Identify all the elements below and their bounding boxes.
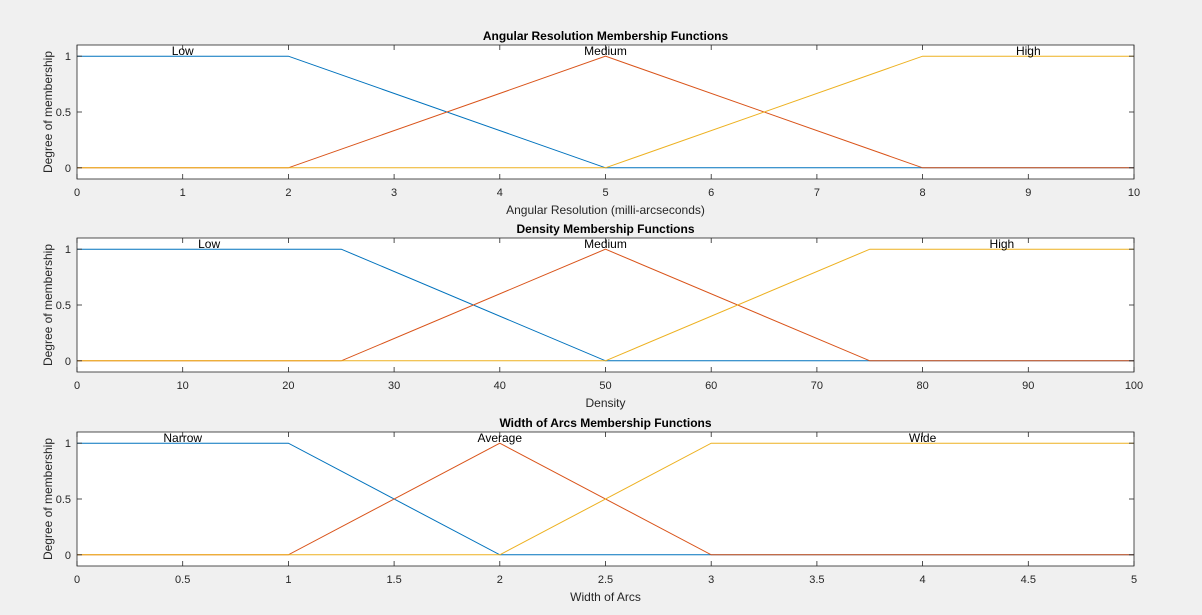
x-tick-label: 1 [285, 574, 291, 586]
x-tick-label: 3 [391, 187, 397, 199]
x-tick-label: 7 [814, 187, 820, 199]
chart-title: Angular Resolution Membership Functions [483, 29, 729, 43]
x-tick-label: 9 [1025, 187, 1031, 199]
y-tick-label: 1 [65, 244, 71, 256]
y-axis-label: Degree of membership [41, 51, 55, 173]
x-tick-label: 5 [1131, 574, 1137, 586]
x-tick-label: 20 [282, 380, 294, 392]
x-tick-label: 6 [708, 187, 714, 199]
x-tick-label: 0 [74, 574, 80, 586]
x-tick-label: 10 [177, 380, 189, 392]
mf-label-medium: Medium [584, 44, 627, 58]
y-axis-label: Degree of membership [41, 244, 55, 366]
y-tick-label: 0.5 [56, 494, 71, 506]
x-tick-label: 4.5 [1021, 574, 1036, 586]
x-tick-label: 0 [74, 187, 80, 199]
plot-area [77, 45, 1134, 179]
x-tick-label: 80 [916, 380, 928, 392]
x-tick-label: 5 [602, 187, 608, 199]
x-tick-label: 10 [1128, 187, 1140, 199]
mf-label-high: High [990, 237, 1015, 251]
y-tick-label: 1 [65, 438, 71, 450]
y-tick-label: 0 [65, 163, 71, 175]
x-axis-label: Density [585, 396, 625, 410]
mf-label-medium: Medium [584, 237, 627, 251]
y-tick-label: 0 [65, 550, 71, 562]
x-axis-label: Angular Resolution (milli-arcseconds) [506, 203, 705, 217]
x-axis-label: Width of Arcs [570, 590, 641, 604]
x-tick-label: 40 [494, 380, 506, 392]
y-axis-label: Degree of membership [41, 438, 55, 560]
x-tick-label: 3.5 [809, 574, 824, 586]
mf-label-low: Low [198, 237, 220, 251]
x-tick-label: 2.5 [598, 574, 613, 586]
x-tick-label: 8 [920, 187, 926, 199]
mf-label-low: Low [172, 44, 194, 58]
x-tick-label: 30 [388, 380, 400, 392]
x-tick-label: 2 [285, 187, 291, 199]
x-tick-label: 90 [1022, 380, 1034, 392]
chart-title: Density Membership Functions [516, 222, 694, 236]
mf-label-average: Average [478, 431, 523, 445]
chart-title: Width of Arcs Membership Functions [499, 416, 711, 430]
chart-2: 0 10 20 30 40 50 60 70 80 90 100 0 0.5 1 Density Membe… [41, 222, 1143, 410]
chart-3: 0 0.5 1 1.5 2 2.5 3 3.5 4 4.5 5 0 0.5 1 Width of Arcs … [41, 416, 1137, 604]
x-tick-label: 60 [705, 380, 717, 392]
x-tick-label: 4 [920, 574, 926, 586]
x-tick-label: 4 [497, 187, 503, 199]
x-tick-label: 1 [180, 187, 186, 199]
y-tick-label: 0.5 [56, 300, 71, 312]
plot-area [77, 238, 1134, 372]
x-tick-label: 0.5 [175, 574, 190, 586]
y-tick-label: 0 [65, 356, 71, 368]
x-tick-label: 3 [708, 574, 714, 586]
chart-1: 0 1 2 3 4 5 6 7 8 9 10 0 0.5 1 Angular Resolution Memb… [41, 29, 1140, 217]
x-tick-label: 2 [497, 574, 503, 586]
series-line-wide [77, 442, 1134, 556]
x-tick-label: 1.5 [386, 574, 401, 586]
y-tick-label: 0.5 [56, 107, 71, 119]
mf-label-high: High [1016, 44, 1041, 58]
x-tick-label: 100 [1125, 380, 1143, 392]
y-tick-label: 1 [65, 51, 71, 63]
mf-label-narrow: Narrow [163, 431, 202, 445]
mf-label-wide: Wide [909, 431, 937, 445]
series-line-high [77, 248, 1134, 362]
series-line-high [77, 55, 1134, 169]
x-tick-label: 50 [599, 380, 611, 392]
x-tick-label: 70 [811, 380, 823, 392]
x-tick-label: 0 [74, 380, 80, 392]
